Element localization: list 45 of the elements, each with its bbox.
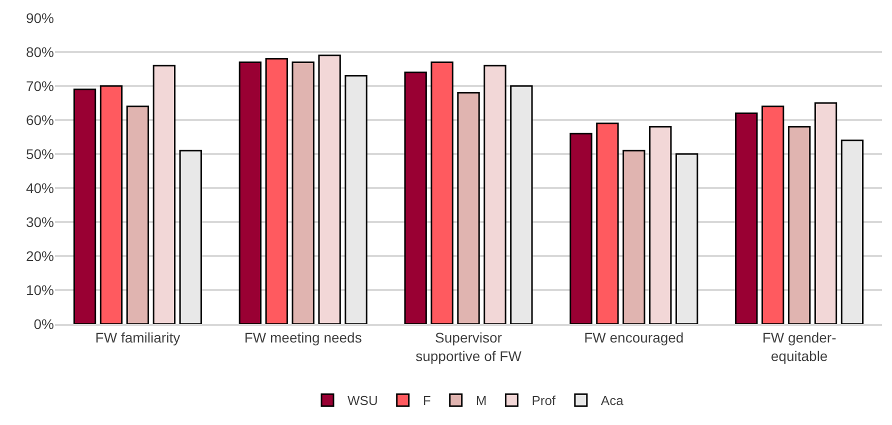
y-tick-label: 20% <box>26 248 54 264</box>
x-tick-label: FW gender- equitable <box>762 330 837 364</box>
y-tick-label: 10% <box>26 282 54 298</box>
y-tick-label: 70% <box>26 78 54 94</box>
x-tick-label: FW meeting needs <box>244 330 362 346</box>
bar <box>649 126 672 324</box>
bar <box>570 132 592 324</box>
y-tick-label: 80% <box>26 44 54 60</box>
y-tick-label: 40% <box>26 180 54 196</box>
y-tick-label: 60% <box>26 112 54 128</box>
bar <box>840 140 864 324</box>
legend-label: M <box>476 393 487 408</box>
x-tick-label: FW encouraged <box>584 330 684 346</box>
bar <box>430 61 454 324</box>
y-tick-label: 90% <box>26 10 54 26</box>
x-tick-label: FW familiarity <box>95 330 180 346</box>
bar <box>238 61 262 324</box>
bar <box>596 122 619 324</box>
bar <box>814 102 838 324</box>
bar <box>100 85 123 324</box>
bar <box>318 54 341 324</box>
legend-label: F <box>422 393 431 408</box>
y-tick-label: 50% <box>26 146 54 162</box>
bar <box>179 150 202 324</box>
bar <box>484 64 506 324</box>
bar <box>152 64 176 324</box>
bar <box>344 75 368 324</box>
bar <box>73 88 96 324</box>
bar <box>675 153 698 324</box>
x-tick-label: Supervisor supportive of FW <box>416 330 522 364</box>
bar <box>292 61 314 324</box>
legend-label: Aca <box>600 393 624 408</box>
bar <box>404 72 427 324</box>
y-tick-label: 0% <box>34 316 54 332</box>
bar <box>788 126 811 324</box>
legend-label: WSU <box>348 393 378 408</box>
bar <box>126 106 150 324</box>
y-tick-label: 30% <box>26 214 54 230</box>
legend-label: Prof <box>532 393 556 408</box>
bar <box>457 92 480 324</box>
bar <box>265 58 288 324</box>
bar <box>510 85 533 324</box>
bar <box>622 150 646 324</box>
bar <box>735 112 758 324</box>
bar <box>762 106 784 324</box>
